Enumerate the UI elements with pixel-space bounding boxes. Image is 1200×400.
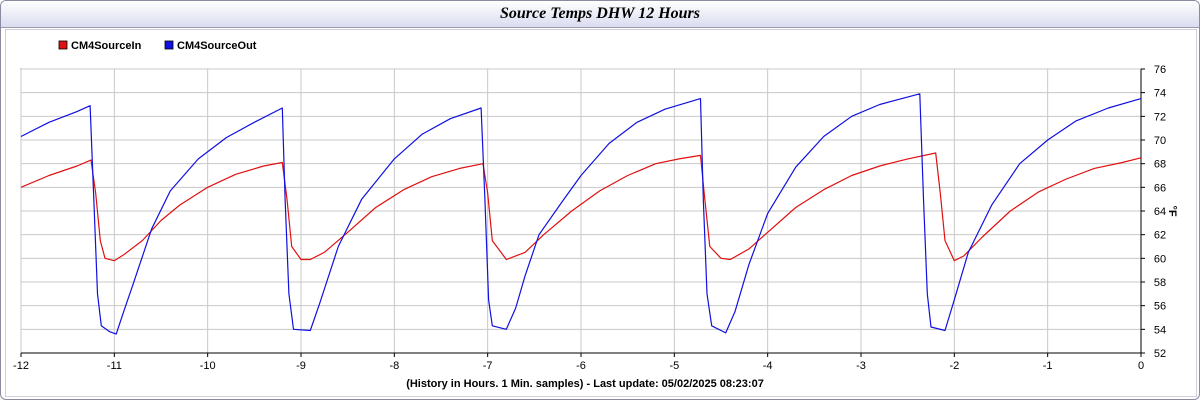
y-tick-label: 52 xyxy=(1154,348,1166,360)
y-tick-label: 60 xyxy=(1154,253,1166,265)
legend-swatch xyxy=(58,40,68,50)
y-tick-label: 68 xyxy=(1154,159,1166,171)
y-tick-label: 58 xyxy=(1154,277,1166,289)
legend-swatch xyxy=(164,40,174,50)
series-line-CM4SourceOut xyxy=(20,93,1142,335)
x-tick-label: 0 xyxy=(1138,360,1144,372)
x-tick-label: -8 xyxy=(389,360,399,372)
legend-label: CM4SourceIn xyxy=(71,40,142,52)
x-tick-label: -10 xyxy=(200,360,216,372)
chart-title: Source Temps DHW 12 Hours xyxy=(1,1,1199,28)
x-tick-label: -12 xyxy=(13,360,29,372)
x-tick-label: -2 xyxy=(949,360,959,372)
y-tick-label: 54 xyxy=(1154,324,1166,336)
y-tick-label: 66 xyxy=(1154,182,1166,194)
y-tick-label: 62 xyxy=(1154,230,1166,242)
y-tick-label: 74 xyxy=(1154,88,1166,100)
x-tick-label: -4 xyxy=(763,360,773,372)
x-tick-label: -11 xyxy=(107,360,122,372)
series-line-CM4SourceIn xyxy=(20,152,1142,262)
x-tick-label: -6 xyxy=(576,360,586,372)
x-axis-title: (History in Hours. 1 Min. samples) - Las… xyxy=(406,378,764,390)
x-tick-label: -1 xyxy=(1043,360,1053,372)
x-tick-label: -5 xyxy=(669,360,679,372)
y-tick-label: 76 xyxy=(1154,64,1166,76)
x-tick-label: -3 xyxy=(856,360,866,372)
x-tick-label: -7 xyxy=(483,360,493,372)
y-tick-label: 72 xyxy=(1154,111,1166,123)
y-axis-title: °F xyxy=(1166,205,1178,216)
y-tick-label: 56 xyxy=(1154,301,1166,313)
legend-label: CM4SourceOut xyxy=(177,40,257,52)
y-tick-label: 64 xyxy=(1154,206,1166,218)
x-tick-label: -9 xyxy=(296,360,306,372)
y-tick-label: 70 xyxy=(1154,135,1166,147)
